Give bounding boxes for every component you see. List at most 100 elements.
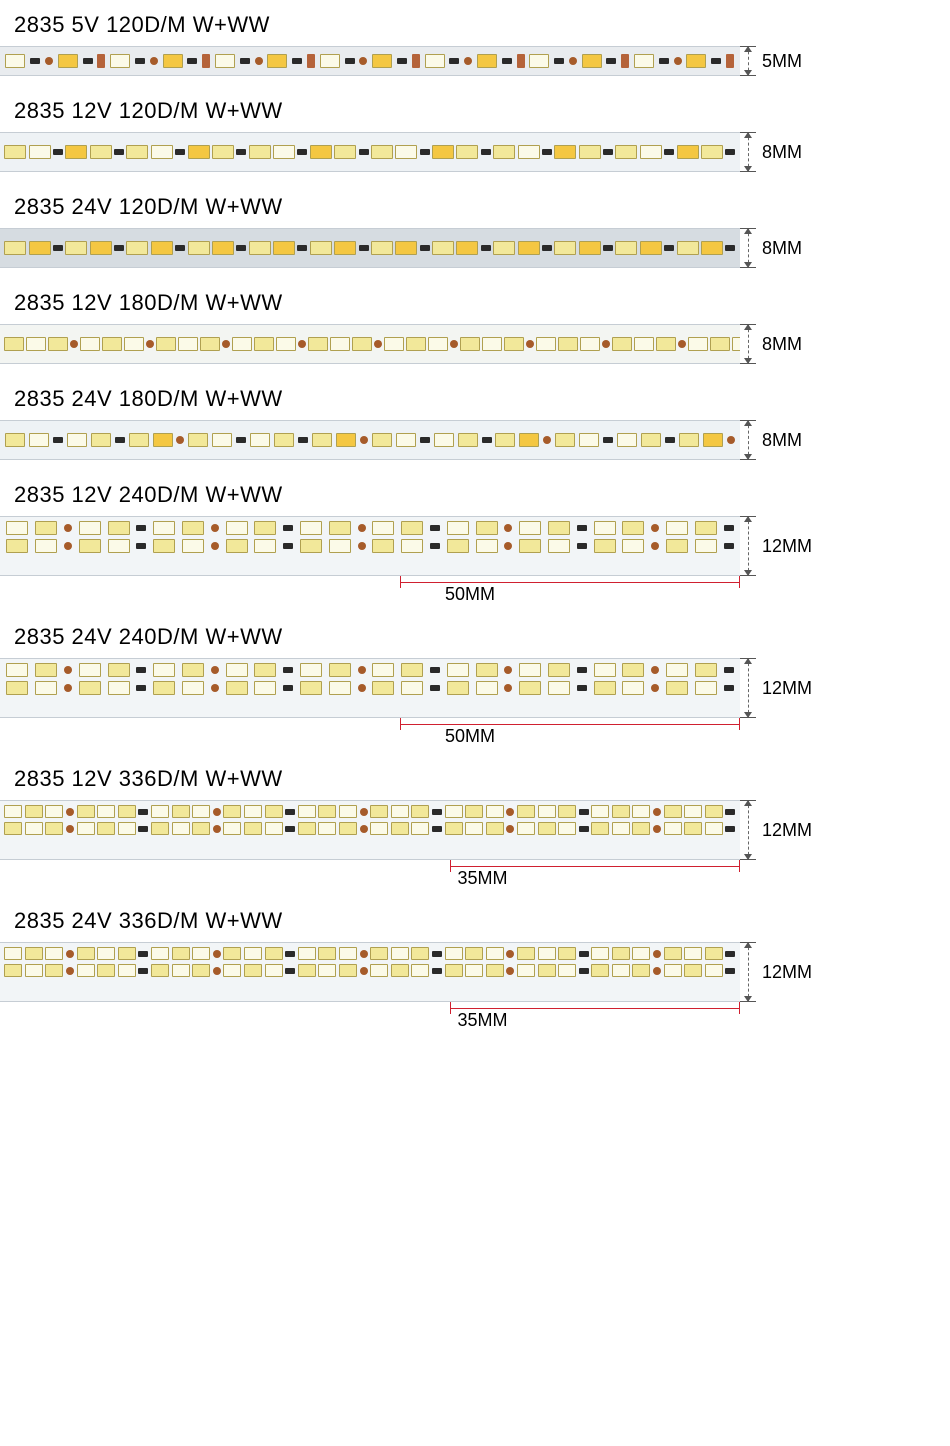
pcb-strip <box>0 800 740 860</box>
led-chip <box>223 947 241 960</box>
led-chip <box>45 805 63 818</box>
capacitor <box>97 54 105 68</box>
strip-block: 2835 24V 240D/M W+WW 50MM12MM <box>0 612 950 744</box>
led-chip <box>486 947 504 960</box>
led-chip <box>4 241 26 255</box>
height-dimension-label: 12MM <box>762 962 812 983</box>
led-chip <box>226 521 248 535</box>
width-dimension: 50MM <box>0 718 740 744</box>
height-dimension-area: 12MM <box>740 658 950 718</box>
led-chip <box>254 521 276 535</box>
smd-resistor <box>725 826 735 832</box>
led-chip <box>329 539 351 553</box>
led-chip <box>67 433 87 447</box>
led-chip <box>312 433 332 447</box>
strip-block: 2835 24V 180D/M W+WW8MM <box>0 374 950 460</box>
dimension-bracket <box>740 228 758 268</box>
smd-resistor <box>53 437 63 443</box>
led-chip <box>300 521 322 535</box>
led-chip <box>4 822 22 835</box>
solder-pad <box>602 340 610 348</box>
led-chip <box>401 539 423 553</box>
led-chip <box>482 337 502 351</box>
led-chip <box>200 337 220 351</box>
led-chip <box>615 145 637 159</box>
strip-visual <box>0 420 740 460</box>
led-chip <box>428 337 448 351</box>
smd-resistor <box>577 525 587 531</box>
led-chip <box>79 681 101 695</box>
smd-resistor <box>136 685 146 691</box>
smd-resistor <box>432 826 442 832</box>
smd-resistor <box>554 58 564 64</box>
smd-resistor <box>297 149 307 155</box>
led-chip <box>445 822 463 835</box>
led-row <box>0 805 740 818</box>
led-chip <box>336 433 356 447</box>
led-chip <box>579 241 601 255</box>
led-chip <box>223 822 241 835</box>
led-chip <box>90 145 112 159</box>
led-chip <box>254 337 274 351</box>
led-chip <box>80 337 100 351</box>
smd-resistor <box>359 245 369 251</box>
dimension-bracket <box>740 132 758 172</box>
width-dimension: 50MM <box>0 576 740 602</box>
led-chip <box>29 145 51 159</box>
height-dimension-area: 8MM <box>740 324 950 364</box>
led-chip <box>612 822 630 835</box>
led-chip <box>432 241 454 255</box>
strip-title: 2835 12V 240D/M W+WW <box>0 470 950 516</box>
led-chip <box>244 805 262 818</box>
led-chip <box>320 54 340 68</box>
led-chip <box>640 145 662 159</box>
led-chip <box>6 681 28 695</box>
strip-visual <box>0 132 740 172</box>
led-chip <box>265 964 283 977</box>
solder-pad <box>450 340 458 348</box>
led-chip <box>310 241 332 255</box>
led-row <box>0 822 740 835</box>
led-chip <box>265 805 283 818</box>
led-chip <box>591 947 609 960</box>
led-chip <box>226 681 248 695</box>
led-chip <box>182 539 204 553</box>
smd-resistor <box>138 809 148 815</box>
led-chip <box>118 947 136 960</box>
led-chip <box>352 337 372 351</box>
led-chip <box>77 822 95 835</box>
led-chip <box>77 805 95 818</box>
led-chip <box>411 805 429 818</box>
led-chip <box>249 241 271 255</box>
led-chip <box>318 964 336 977</box>
led-chip <box>108 521 130 535</box>
led-chip <box>634 337 654 351</box>
led-chip <box>298 947 316 960</box>
smd-resistor <box>430 667 440 673</box>
led-chip <box>536 337 556 351</box>
dimension-bracket <box>740 516 758 576</box>
smd-resistor <box>138 968 148 974</box>
led-chip <box>519 539 541 553</box>
led-chip <box>172 947 190 960</box>
dimension-bracket <box>740 800 758 860</box>
led-chip <box>29 433 49 447</box>
height-dimension-area: 5MM <box>740 46 950 76</box>
led-chip <box>126 241 148 255</box>
led-chip <box>339 822 357 835</box>
led-chip <box>300 539 322 553</box>
led-chip <box>591 805 609 818</box>
solder-pad <box>358 666 366 674</box>
led-chip <box>65 241 87 255</box>
strip-title: 2835 24V 240D/M W+WW <box>0 612 950 658</box>
led-chip <box>192 964 210 977</box>
led-chip <box>695 539 717 553</box>
led-chip <box>548 539 570 553</box>
height-dimension-label: 12MM <box>762 820 812 841</box>
led-chip <box>223 964 241 977</box>
led-chip <box>274 433 294 447</box>
led-chip <box>447 663 469 677</box>
led-chip <box>465 947 483 960</box>
led-chip <box>395 145 417 159</box>
led-chip <box>558 805 576 818</box>
